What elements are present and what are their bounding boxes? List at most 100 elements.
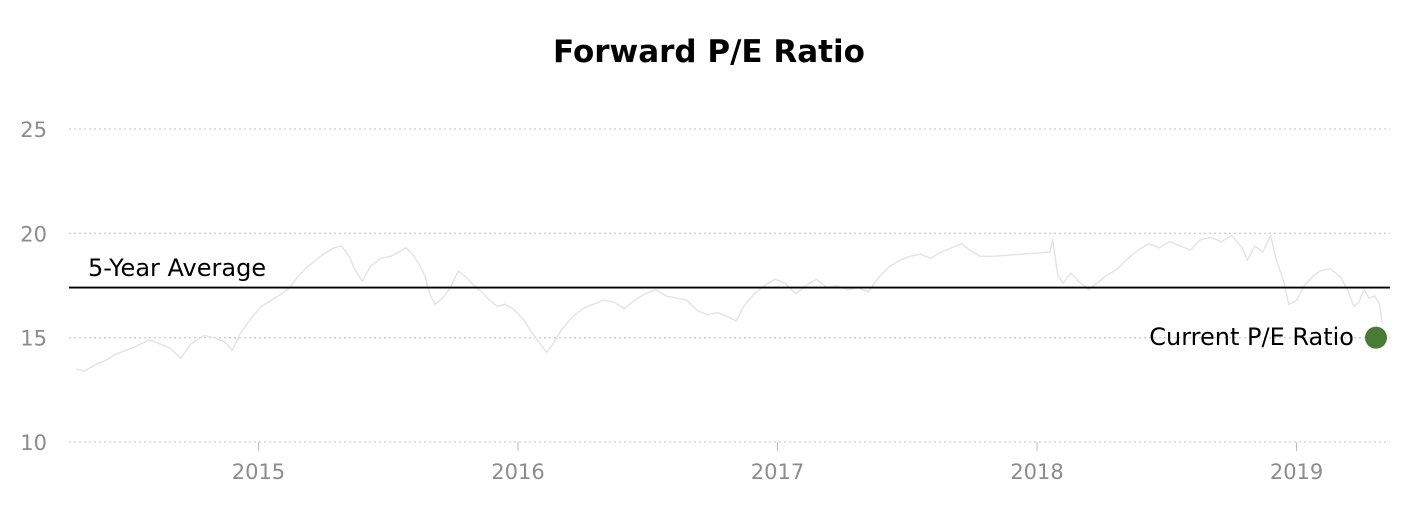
pe-ratio-point xyxy=(634,299,636,301)
pe-ratio-point xyxy=(1189,249,1191,251)
pe-ratio-point xyxy=(260,305,262,307)
pe-ratio-point xyxy=(1088,289,1090,291)
pe-ratio-point xyxy=(717,312,719,314)
pe-ratio-point xyxy=(442,297,444,299)
pe-ratio-point xyxy=(763,284,766,287)
pe-ratio-point xyxy=(231,349,234,351)
pe-ratio-point xyxy=(76,368,78,370)
pe-ratio-point xyxy=(94,364,96,366)
pe-ratio-point xyxy=(1137,249,1139,251)
pe-ratio-point xyxy=(1329,268,1331,270)
pe-ratio-point xyxy=(1096,282,1098,284)
pe-ratio-point xyxy=(551,345,553,347)
pe-ratio-point xyxy=(1057,274,1059,276)
pe-ratio-point xyxy=(644,293,646,295)
pe-ratio-point xyxy=(613,301,615,303)
pe-ratio-point xyxy=(909,255,911,257)
gridlines xyxy=(69,128,1390,443)
pe-ratio-point xyxy=(665,295,667,297)
pe-ratio-point xyxy=(1070,272,1072,274)
pe-ratio-point xyxy=(481,291,483,293)
pe-ratio-point xyxy=(961,243,963,245)
pe-ratio-point xyxy=(190,343,192,345)
pe-ratio-point xyxy=(1347,291,1350,293)
pe-ratio-point xyxy=(686,299,688,301)
pe-ratio-point xyxy=(369,266,371,268)
pe-ratio-point xyxy=(847,289,849,291)
pe-ratio-point xyxy=(561,328,563,330)
x-tick-label: 2016 xyxy=(491,460,544,484)
pe-ratio-point xyxy=(1373,295,1375,297)
pe-ratio-point xyxy=(353,268,356,270)
pe-ratio-point xyxy=(224,341,226,343)
pe-ratio-point xyxy=(1358,301,1360,303)
pe-ratio-point xyxy=(180,357,182,360)
pe-ratio-point xyxy=(104,360,106,362)
pe-ratio-point xyxy=(512,307,514,310)
pe-ratio-point xyxy=(429,293,431,295)
pe-ratio-point xyxy=(522,318,524,320)
pe-ratio-point xyxy=(1210,236,1212,239)
pe-ratio-point xyxy=(743,305,745,307)
pe-ratio-point xyxy=(1275,257,1277,259)
pe-ratio-point xyxy=(979,255,981,257)
pe-ratio-point xyxy=(878,276,880,278)
pe-ratio-point xyxy=(784,282,786,284)
pe-ratio-point xyxy=(84,370,86,372)
pe-ratio-point xyxy=(504,303,506,305)
pe-ratio-point xyxy=(203,335,205,337)
x-axis-tick-labels: 2015 2016 2017 2018 2019 xyxy=(232,442,1323,484)
y-tick-label: 15 xyxy=(20,327,47,351)
pe-ratio-point xyxy=(582,307,584,310)
pe-ratio-point xyxy=(213,337,215,339)
pe-ratio-point xyxy=(488,299,490,301)
pe-ratio-point xyxy=(398,251,400,253)
pe-ratio-point xyxy=(322,253,324,255)
pe-ratio-point xyxy=(333,247,335,249)
current-layer: Current P/E Ratio xyxy=(1149,323,1387,351)
pe-ratio-point xyxy=(1168,241,1170,243)
pe-ratio-point xyxy=(1340,276,1342,278)
pe-ratio-point xyxy=(473,284,475,287)
pe-ratio-point xyxy=(1303,284,1305,287)
pe-ratio-point xyxy=(1283,280,1285,282)
pe-ratio-point xyxy=(1049,251,1051,253)
pe-ratio-point xyxy=(390,255,392,257)
pe-ratio-point xyxy=(1270,234,1272,236)
x-tick-label: 2017 xyxy=(751,460,804,484)
pe-ratio-point xyxy=(418,264,420,266)
pe-ratio-point xyxy=(115,353,117,355)
y-tick-label: 10 xyxy=(20,431,47,455)
pe-ratio-point xyxy=(654,289,657,291)
average-layer: 5-Year Average xyxy=(69,254,1390,289)
chart-title: Forward P/E Ratio xyxy=(553,34,865,70)
pe-ratio-point xyxy=(1288,303,1290,305)
x-tick-label: 2015 xyxy=(232,460,285,484)
pe-ratio-point xyxy=(135,345,138,347)
current-pe-label: Current P/E Ratio xyxy=(1149,323,1354,351)
pe-ratio-point xyxy=(1106,274,1108,276)
pe-ratio-point xyxy=(940,251,942,253)
pe-ratio-point xyxy=(1078,280,1080,282)
pe-ratio-point xyxy=(1179,245,1181,247)
pe-ratio-point xyxy=(340,245,343,247)
pe-ratio-point xyxy=(496,305,498,307)
pe-ratio-point xyxy=(1368,297,1370,299)
pe-ratio-point xyxy=(1246,259,1248,262)
pe-ratio-point xyxy=(348,255,350,257)
pe-ratio-point xyxy=(1353,305,1355,307)
pe-ratio-point xyxy=(706,314,709,316)
pe-ratio-point xyxy=(1311,276,1313,278)
pe-ratio-point xyxy=(603,299,605,301)
pe-ratio-point xyxy=(434,303,436,305)
series-layer xyxy=(76,234,1383,372)
x-tick-label: 2018 xyxy=(1010,460,1063,484)
pe-ratio-point xyxy=(1158,247,1160,249)
pe-ratio-point xyxy=(239,332,241,335)
pe-ratio-point xyxy=(1254,245,1256,247)
pe-ratio-point xyxy=(1116,268,1119,270)
pe-ratio-point xyxy=(727,316,729,318)
current-pe-marker xyxy=(1365,326,1387,349)
pe-ratio-point xyxy=(950,247,953,249)
